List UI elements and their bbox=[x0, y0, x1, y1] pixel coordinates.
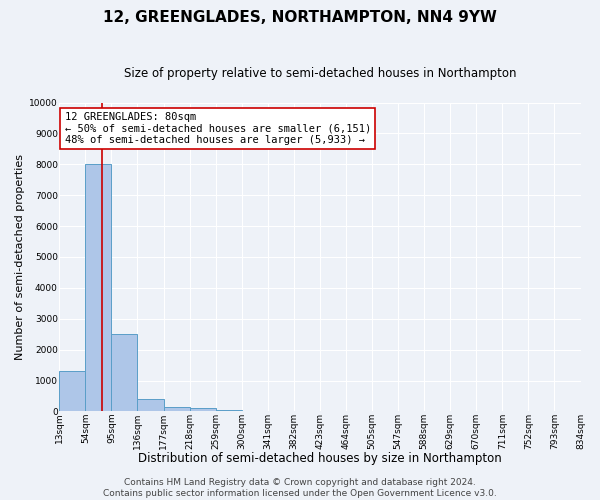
Text: 12 GREENGLADES: 80sqm
← 50% of semi-detached houses are smaller (6,151)
48% of s: 12 GREENGLADES: 80sqm ← 50% of semi-deta… bbox=[65, 112, 371, 145]
Bar bbox=[190, 408, 215, 412]
Title: Size of property relative to semi-detached houses in Northampton: Size of property relative to semi-detach… bbox=[124, 68, 516, 80]
Y-axis label: Number of semi-detached properties: Number of semi-detached properties bbox=[15, 154, 25, 360]
Bar bbox=[85, 164, 112, 412]
Bar bbox=[112, 334, 137, 411]
X-axis label: Distribution of semi-detached houses by size in Northampton: Distribution of semi-detached houses by … bbox=[138, 452, 502, 465]
Text: Contains HM Land Registry data © Crown copyright and database right 2024.
Contai: Contains HM Land Registry data © Crown c… bbox=[103, 478, 497, 498]
Bar bbox=[59, 370, 85, 412]
Bar bbox=[137, 399, 164, 411]
Bar bbox=[164, 407, 190, 412]
Text: 12, GREENGLADES, NORTHAMPTON, NN4 9YW: 12, GREENGLADES, NORTHAMPTON, NN4 9YW bbox=[103, 10, 497, 25]
Bar bbox=[215, 410, 242, 412]
